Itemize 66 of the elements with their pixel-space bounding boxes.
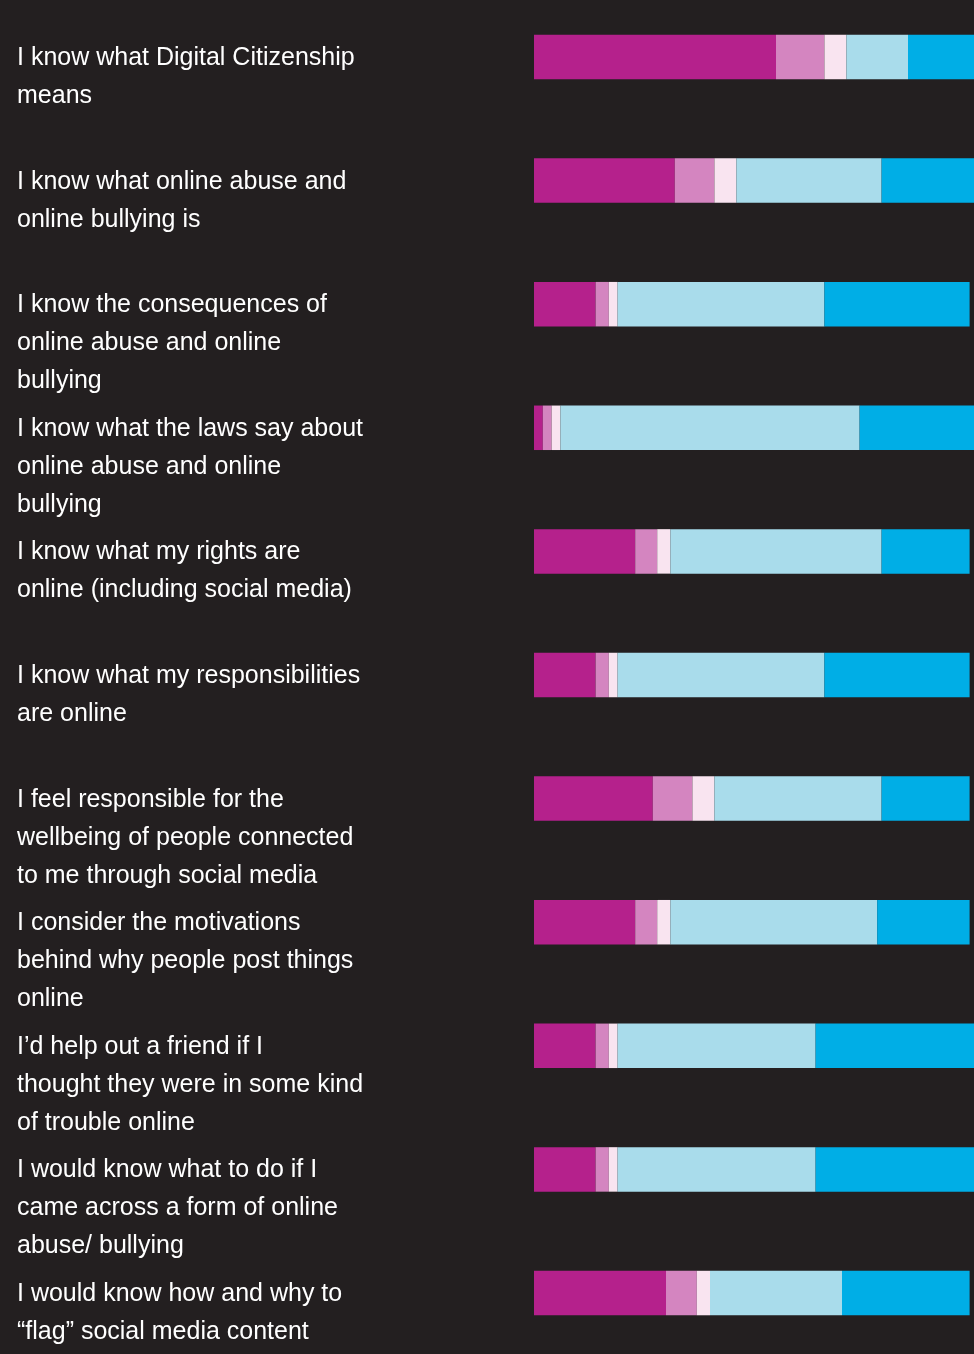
bar — [595, 1147, 609, 1192]
y-tick-label: I know what online abuse and online bullying is — [17, 165, 347, 232]
bar — [542, 405, 552, 451]
bar — [736, 158, 882, 203]
bar — [666, 1270, 697, 1316]
y-tick-label: I know what the laws say about online abuse and online bullying — [17, 412, 364, 517]
bar — [815, 1023, 974, 1069]
bar — [881, 158, 974, 203]
bar — [595, 281, 609, 327]
bar — [534, 899, 636, 945]
bar — [670, 899, 878, 945]
y-tick-label: I’d help out a friend if I thought they were in some kind of trouble online — [17, 1030, 364, 1135]
y-tick-label: I consider the motivations behind why people post things online — [17, 907, 354, 1012]
bar — [881, 529, 970, 574]
bar — [608, 652, 618, 698]
y-tick-label: I would know how and why to “flag” social media content — [17, 1278, 343, 1345]
y-tick-label: I feel responsible for the wellbeing of people connected to me through social media — [16, 783, 354, 888]
bar — [908, 34, 974, 80]
bar — [815, 1147, 974, 1192]
bar — [714, 776, 882, 821]
bar — [534, 158, 675, 203]
bar — [846, 34, 908, 80]
bar — [617, 1023, 816, 1069]
bar — [608, 1023, 618, 1069]
bar — [617, 652, 825, 698]
bar — [534, 405, 543, 451]
bar — [595, 1023, 609, 1069]
bar — [881, 776, 970, 821]
bar — [551, 405, 561, 451]
bar — [657, 529, 671, 574]
bar — [696, 1270, 710, 1316]
bar — [534, 1023, 596, 1069]
y-tick-label: I know what my rights are online (including social media) — [17, 536, 352, 603]
bar — [617, 1147, 816, 1192]
bar — [859, 405, 974, 451]
bar — [534, 1147, 596, 1192]
y-tick-label: I know what my responsibilities are online — [17, 660, 361, 726]
y-tick-label: I know what Digital Citizenship means — [17, 41, 355, 108]
bar — [617, 281, 825, 327]
y-tick-label: I would know what to do if I came across a form of online abuse/ bullying — [17, 1154, 338, 1259]
bar — [534, 776, 653, 821]
bar — [714, 158, 737, 203]
bar — [534, 652, 596, 698]
bar — [635, 899, 658, 945]
bar — [824, 652, 970, 698]
bar — [776, 34, 825, 80]
bar — [534, 1270, 666, 1316]
bar — [608, 281, 618, 327]
bar — [824, 281, 970, 327]
bar — [652, 776, 693, 821]
bar — [608, 1147, 618, 1192]
bar — [710, 1270, 842, 1316]
bar — [534, 529, 636, 574]
y-tick-label: I know the consequences of online abuse and online bullying — [17, 289, 327, 394]
bar — [877, 899, 970, 945]
bar — [657, 899, 671, 945]
bar — [824, 34, 847, 80]
bar — [534, 34, 776, 80]
bar — [635, 529, 658, 574]
bar — [692, 776, 715, 821]
bar — [560, 405, 860, 451]
bar — [842, 1270, 970, 1316]
bar — [595, 652, 609, 698]
bar — [534, 281, 596, 327]
bar — [674, 158, 715, 203]
bar — [670, 529, 882, 574]
